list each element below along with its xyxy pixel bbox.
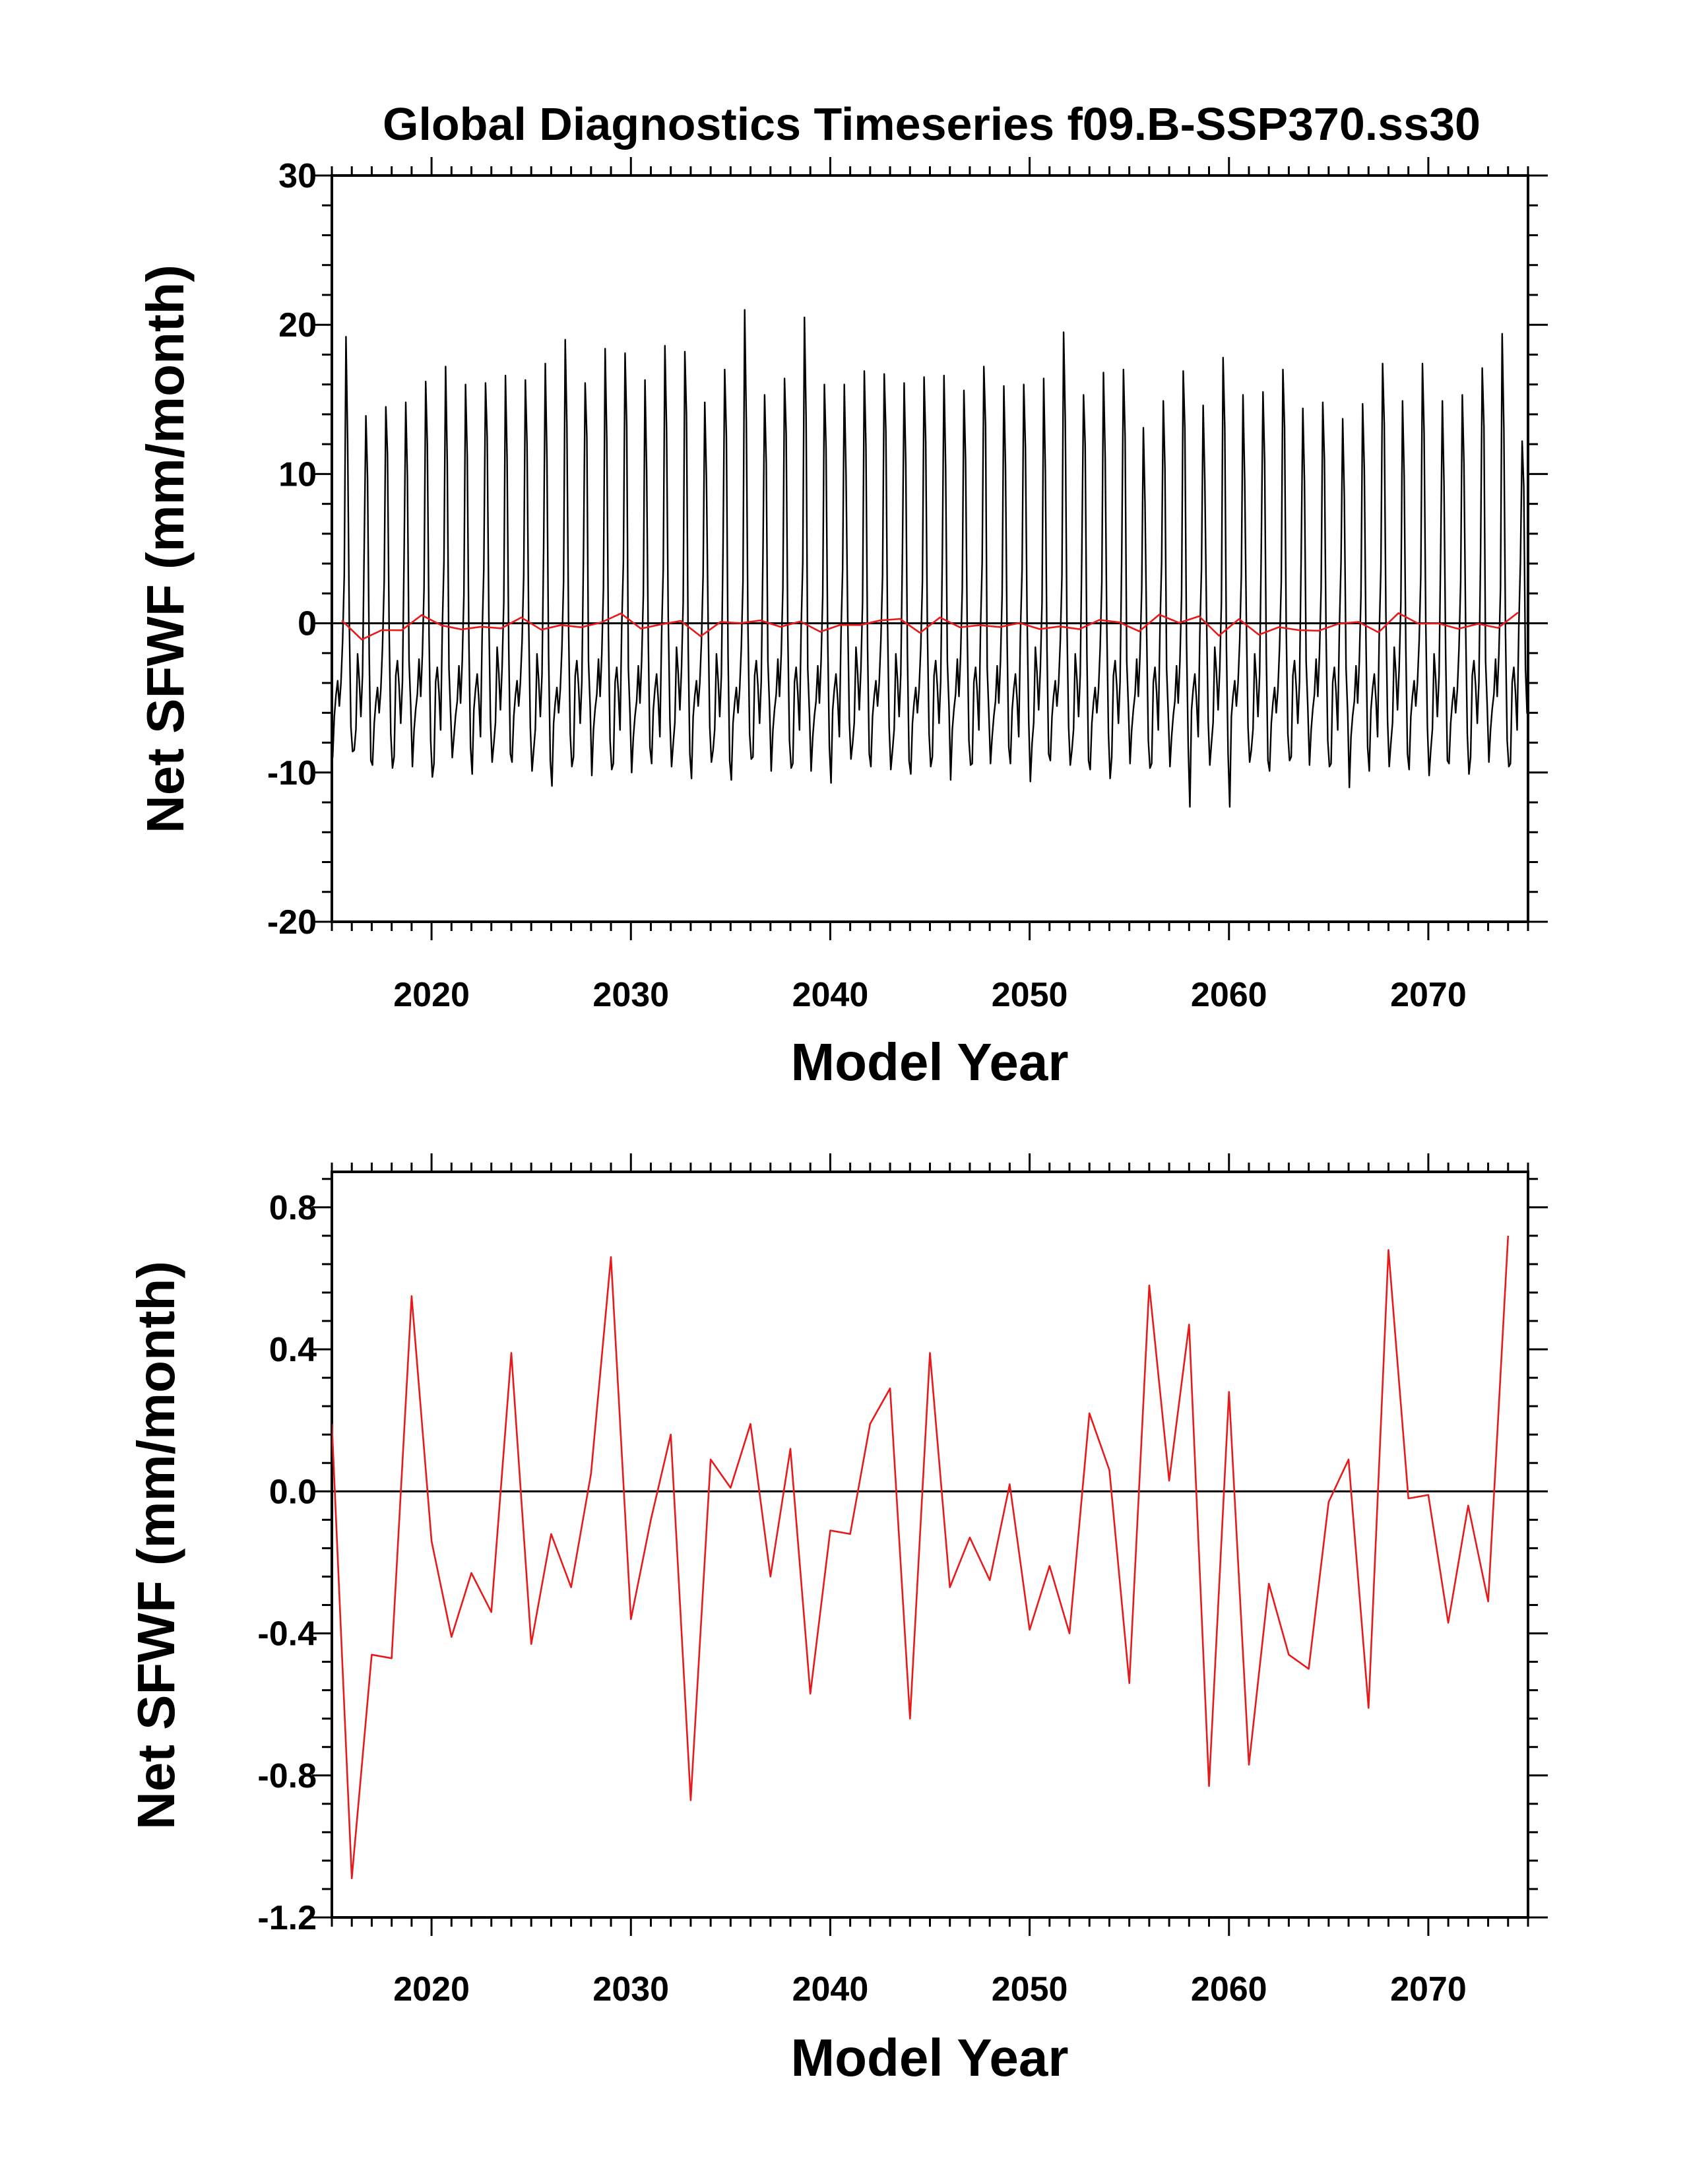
monthly-series-line: [332, 309, 1528, 808]
figure-title: Global Diagnostics Timeseries f09.B-SSP3…: [383, 98, 1481, 150]
y-tick-label: -1.2: [257, 1899, 317, 1937]
x-tick-label: 2050: [992, 1970, 1068, 2008]
monthly-chart-panel: Model Year Net SFWF (mm/month) 2020 2030 2…: [136, 157, 1548, 1091]
x-tick-label: 2070: [1390, 976, 1467, 1014]
y-tick-label: 0.4: [269, 1331, 317, 1369]
y-tick-label: -10: [267, 754, 317, 792]
plot-frame: [331, 1171, 1529, 1919]
x-tick-label: 2030: [592, 1970, 669, 2008]
tick-marks: [312, 157, 1548, 940]
y-tick-label: -0.4: [257, 1615, 317, 1654]
chart-marks: [332, 1235, 1528, 1880]
y-axis-title: Net SFWF (mm/month): [127, 1261, 185, 1830]
annual-series-line: [341, 612, 1519, 641]
y-tick-label: 0.0: [269, 1473, 317, 1511]
y-axis-title: Net SFWF (mm/month): [136, 265, 195, 833]
x-tick-label: 2060: [1191, 976, 1267, 1014]
x-tick-label: 2020: [393, 1970, 470, 2008]
x-tick-label: 2070: [1390, 1970, 1467, 2008]
y-tick-label: 20: [278, 306, 317, 344]
x-tick-label: 2020: [393, 976, 470, 1014]
y-tick-label: 10: [278, 455, 317, 494]
x-axis-title: Model Year: [791, 1033, 1069, 1091]
tick-marks: [312, 1153, 1548, 1936]
x-tick-label: 2050: [992, 976, 1068, 1014]
chart-marks: [332, 309, 1528, 808]
x-tick-label: 2030: [592, 976, 669, 1014]
x-tick-label: 2060: [1191, 1970, 1267, 2008]
y-tick-label: 30: [278, 157, 317, 195]
plot-frame: [331, 174, 1529, 923]
annual-series-line: [332, 1235, 1510, 1880]
x-axis-title: Model Year: [791, 2028, 1069, 2087]
y-tick-label: -0.8: [257, 1757, 317, 1795]
x-tick-label: 2040: [792, 976, 869, 1014]
y-tick-label: 0: [298, 605, 317, 643]
tick-labels: 2020 2030 2040 2050 2060 2070 -1.2 -0.8 -0.4 0.0 0…: [257, 1189, 1466, 2008]
y-tick-label: -20: [267, 903, 317, 942]
x-tick-label: 2040: [792, 1970, 869, 2008]
y-tick-label: 0.8: [269, 1189, 317, 1227]
annual-chart-panel: Model Year Net SFWF (mm/month) 2020 2030 2…: [127, 1153, 1548, 2087]
